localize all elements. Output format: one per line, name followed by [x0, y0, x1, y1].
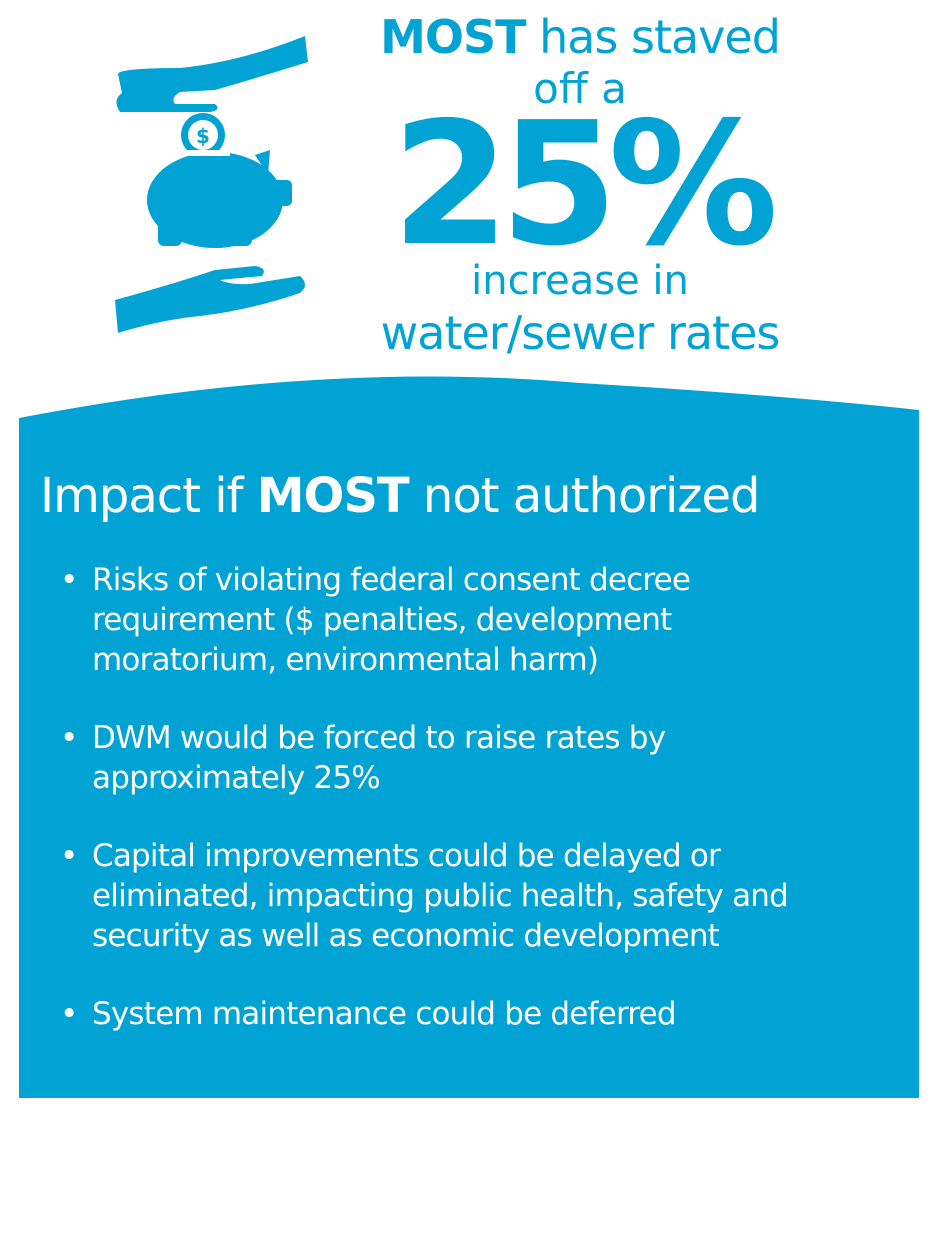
big-figure: 25%	[391, 86, 779, 284]
panel-title: Impact if MOST not authorized	[40, 468, 760, 524]
bullet-list: Risks of violating federal consent decre…	[60, 560, 820, 1072]
title-text: Impact if	[40, 468, 243, 524]
bullet-item: System maintenance could be deferred	[60, 994, 820, 1034]
headline-text: has staved	[539, 10, 781, 64]
title-text: not authorized	[422, 468, 761, 524]
headline-line: increase in	[471, 258, 689, 304]
hands-icon	[115, 36, 308, 333]
bullet-item: Capital improvements could be delayed or…	[60, 836, 820, 956]
bullet-item: DWM would be forced to raise rates by ap…	[60, 718, 820, 798]
headline-bold: MOST	[380, 10, 526, 64]
headline-line: water/sewer rates	[380, 306, 781, 360]
headline-line: MOST has staved	[330, 10, 830, 64]
title-bold: MOST	[256, 468, 410, 524]
headline-line: off a	[533, 64, 627, 113]
bullet-item: Risks of violating federal consent decre…	[60, 560, 820, 680]
coin-symbol: $	[196, 124, 210, 148]
